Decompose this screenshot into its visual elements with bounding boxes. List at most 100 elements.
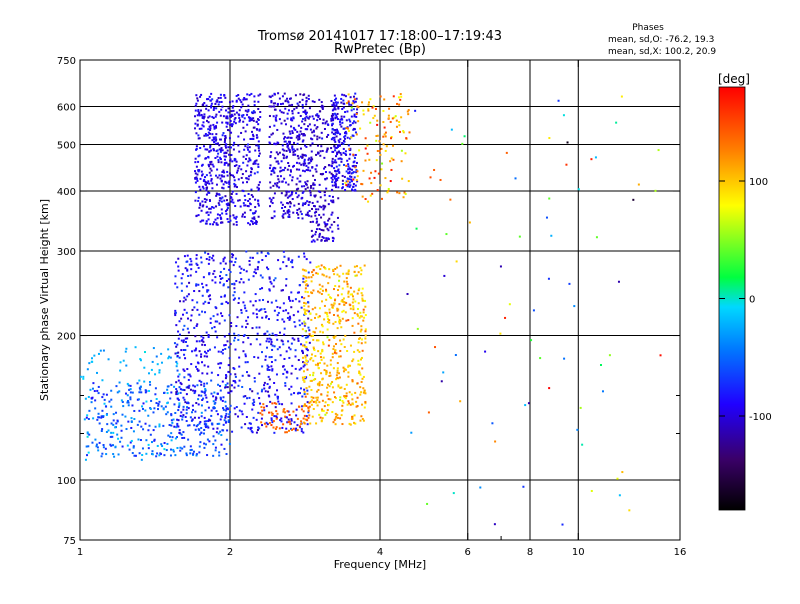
data-point	[299, 155, 302, 158]
data-point	[400, 116, 403, 119]
data-point	[222, 115, 225, 118]
data-point	[336, 371, 339, 374]
data-point	[345, 319, 348, 322]
data-point	[226, 386, 229, 389]
data-point	[310, 229, 313, 232]
data-point	[176, 343, 179, 346]
data-point	[165, 413, 168, 416]
data-point	[330, 138, 333, 141]
data-point	[244, 423, 247, 426]
data-point	[279, 170, 282, 173]
data-point	[234, 261, 237, 264]
data-point	[282, 261, 285, 264]
data-point	[315, 422, 318, 425]
data-point	[341, 299, 344, 302]
data-point	[155, 402, 158, 405]
data-point	[272, 167, 275, 170]
data-point	[336, 170, 339, 173]
data-point	[232, 144, 235, 147]
data-point	[350, 106, 353, 109]
data-point	[343, 346, 346, 349]
data-point	[312, 334, 315, 337]
data-point	[352, 178, 355, 181]
data-point	[204, 201, 207, 204]
data-point	[326, 223, 329, 226]
data-point	[227, 278, 230, 281]
data-point	[332, 132, 335, 135]
data-point	[226, 121, 229, 124]
data-point	[257, 356, 260, 359]
data-point	[284, 205, 287, 208]
data-point	[331, 160, 334, 163]
data-point	[129, 388, 132, 391]
data-point	[215, 205, 218, 208]
data-point	[350, 188, 353, 191]
data-point	[311, 166, 314, 169]
data-point	[175, 388, 178, 391]
data-point	[364, 337, 367, 340]
data-point	[238, 109, 241, 112]
data-point	[532, 309, 535, 312]
data-point	[183, 398, 186, 401]
data-point	[387, 114, 390, 117]
data-point	[221, 399, 224, 402]
data-point	[654, 189, 657, 192]
data-point	[147, 447, 150, 450]
data-point	[505, 151, 508, 154]
data-point	[255, 326, 258, 329]
data-point	[385, 145, 388, 148]
data-point	[233, 176, 236, 179]
data-point	[363, 406, 366, 409]
data-point	[228, 442, 231, 445]
data-point	[359, 266, 362, 269]
data-point	[118, 390, 121, 393]
data-point	[174, 261, 177, 264]
data-point	[219, 271, 222, 274]
data-point	[201, 173, 204, 176]
data-point	[226, 174, 229, 177]
data-point	[331, 113, 334, 116]
data-point	[263, 384, 266, 387]
data-point	[207, 214, 210, 217]
data-point	[404, 152, 407, 155]
data-point	[229, 159, 232, 162]
data-point	[325, 177, 328, 180]
data-point	[243, 211, 246, 214]
data-point	[275, 160, 278, 163]
data-point	[330, 172, 333, 175]
data-point	[233, 367, 236, 370]
data-point	[193, 424, 196, 427]
y-tick-label: 100	[57, 476, 76, 487]
data-point	[363, 389, 366, 392]
data-point	[290, 118, 293, 121]
data-point	[261, 365, 264, 368]
data-point	[205, 193, 208, 196]
data-point	[315, 114, 318, 117]
data-point	[248, 422, 251, 425]
data-point	[184, 337, 187, 340]
data-point	[259, 116, 262, 119]
data-point	[376, 189, 379, 192]
data-point	[274, 108, 277, 111]
data-point	[230, 196, 233, 199]
data-point	[243, 97, 246, 100]
data-point	[196, 368, 199, 371]
data-point	[283, 320, 286, 323]
data-point	[361, 367, 364, 370]
data-point	[121, 413, 124, 416]
data-point	[248, 117, 251, 120]
data-point	[249, 300, 252, 303]
data-point	[216, 149, 219, 152]
data-point	[260, 251, 263, 254]
data-point	[272, 285, 275, 288]
data-point	[198, 169, 201, 172]
data-point	[224, 409, 227, 412]
data-point	[194, 109, 197, 112]
data-point	[331, 211, 334, 214]
data-point	[195, 402, 198, 405]
data-point	[233, 185, 236, 188]
data-point	[353, 270, 356, 273]
data-point	[156, 408, 159, 411]
data-point	[318, 110, 321, 113]
data-point	[228, 180, 231, 183]
